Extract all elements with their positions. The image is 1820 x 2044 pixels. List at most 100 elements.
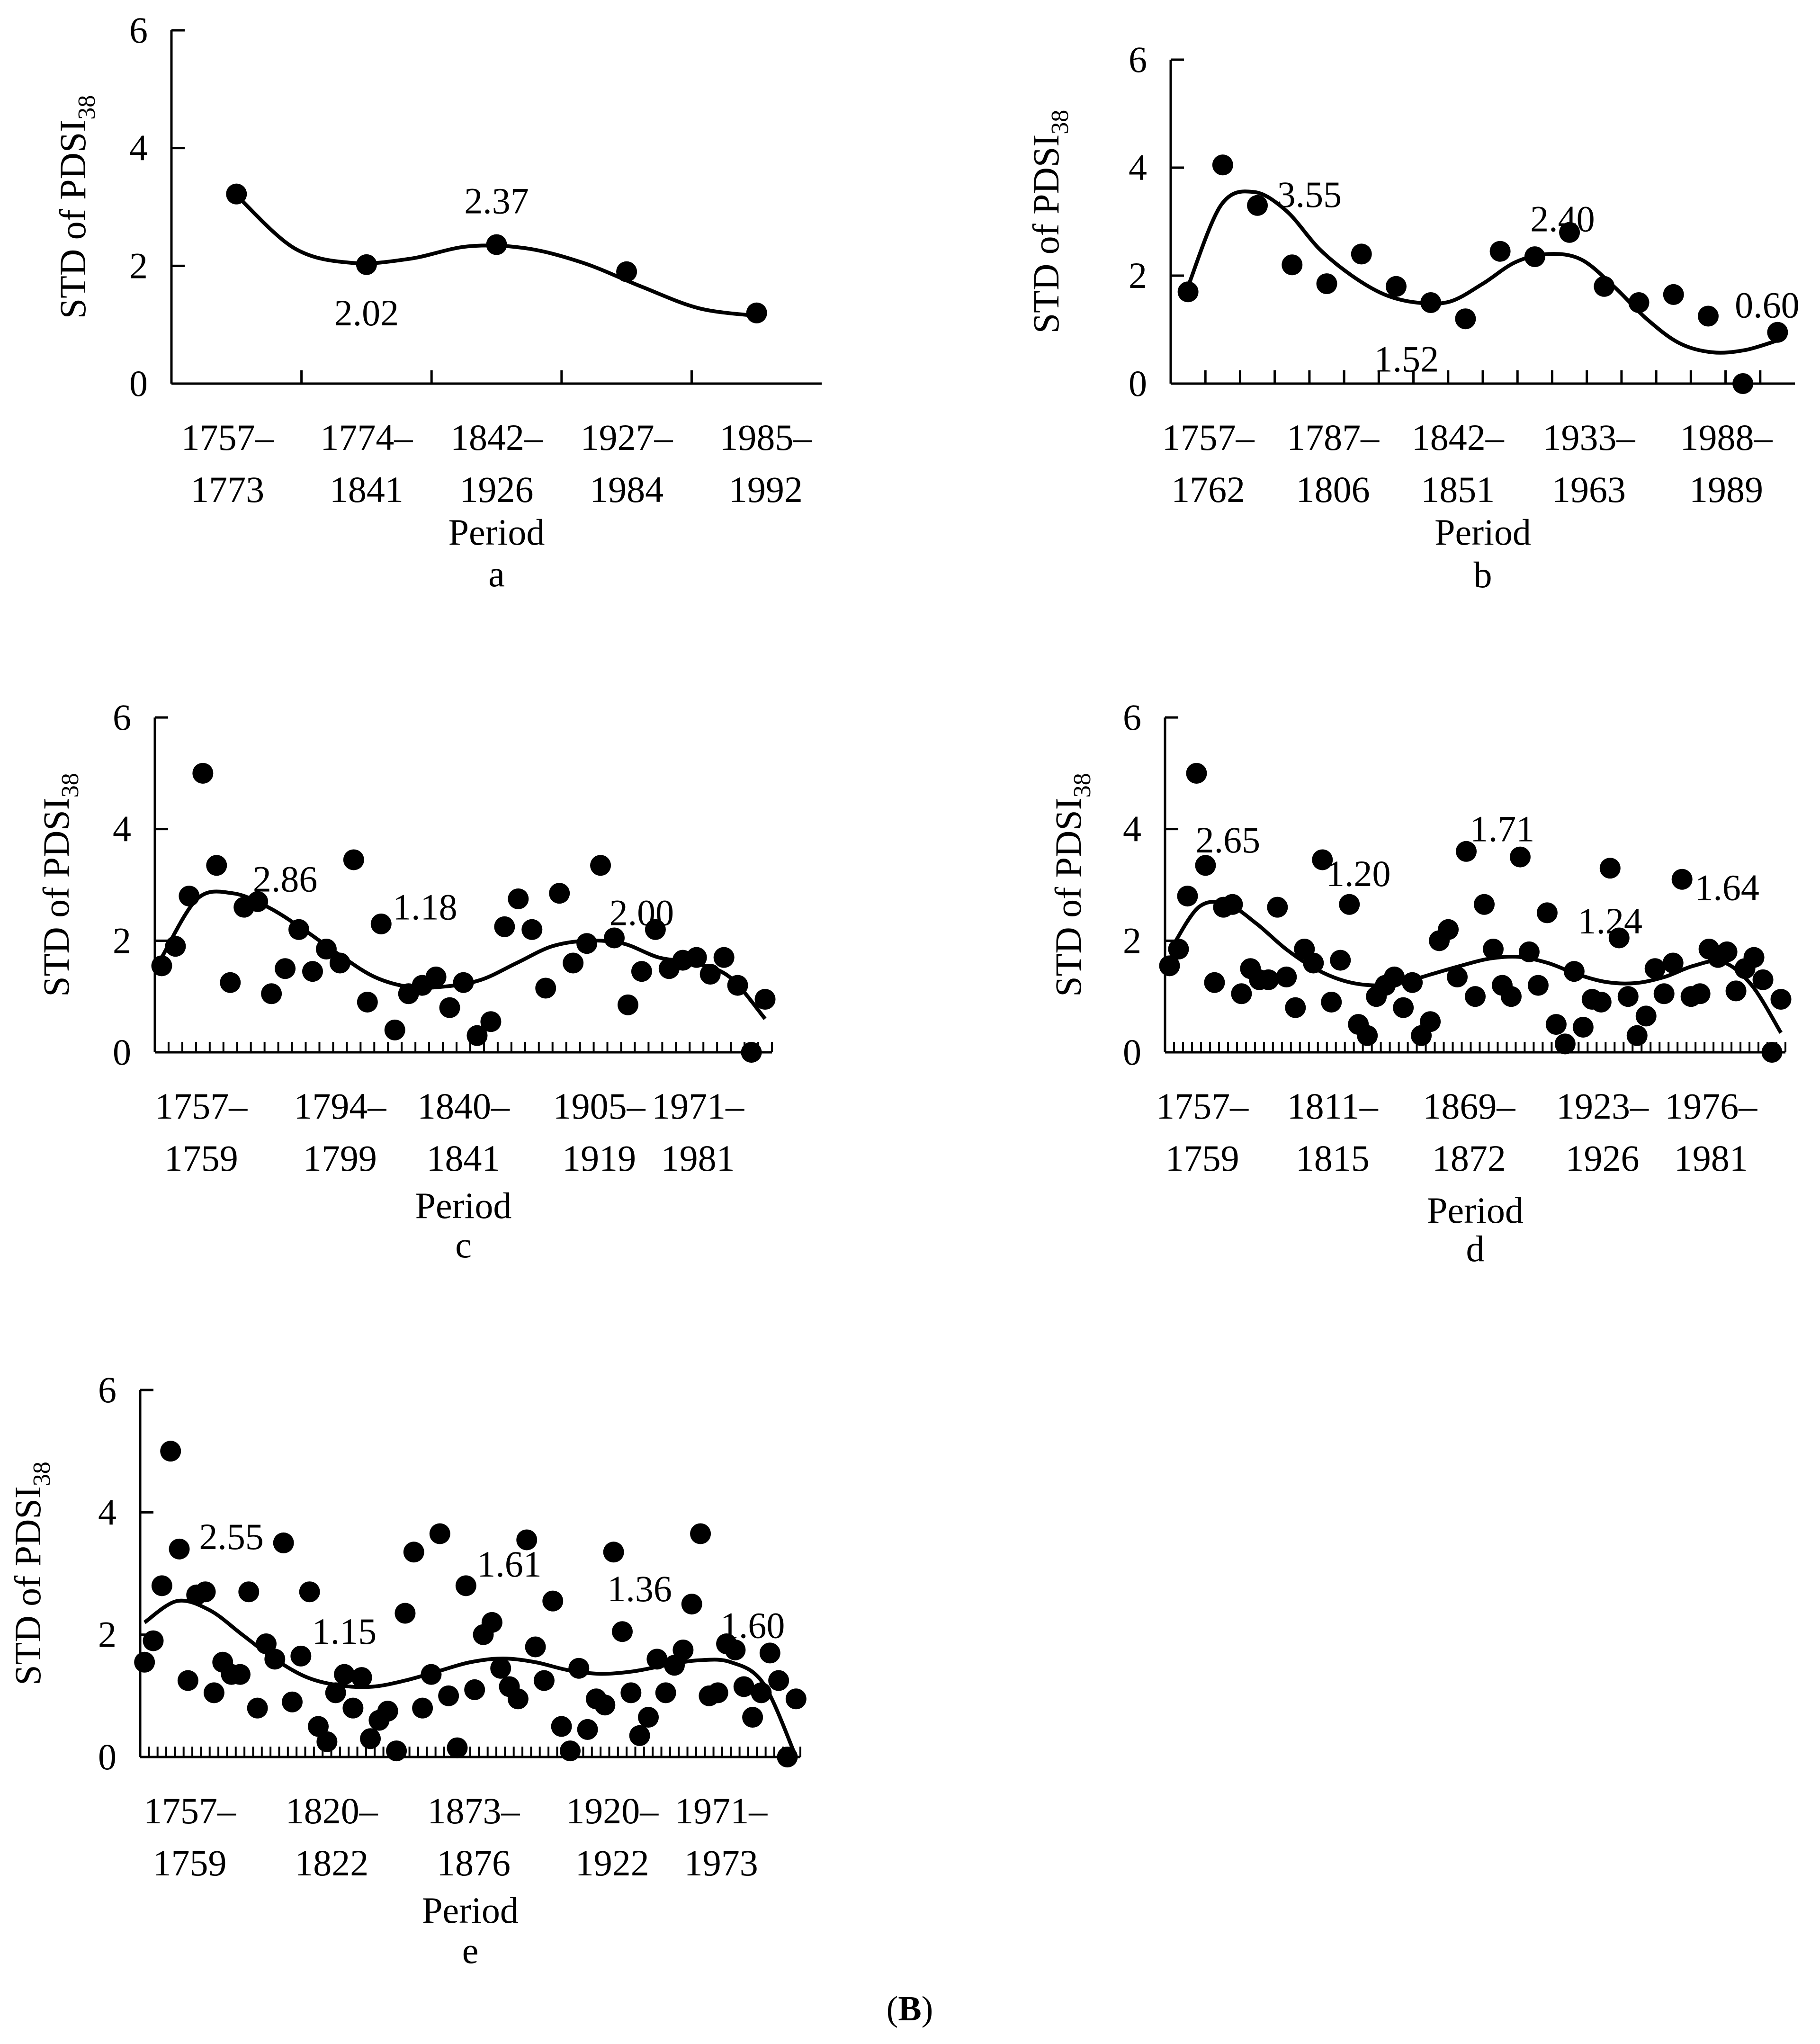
data-point	[1489, 241, 1511, 262]
y-tick-label: 6	[1129, 39, 1147, 80]
panel-c: 0 2 4 6 1757– 1759 1794– 1799 1840– 1841 1905– 1919…	[36, 697, 776, 1265]
data-point	[1732, 373, 1754, 394]
data-point	[508, 888, 529, 909]
data-point	[1518, 941, 1540, 962]
x-tick-label: 1919	[562, 1138, 636, 1179]
y-tick-label: 4	[98, 1491, 117, 1533]
panel-b: 0 2 4 6 1757– 1762 1787– 1806 1842– 1851 1933– 1963…	[1025, 39, 1800, 595]
data-point	[429, 1523, 450, 1544]
data-point	[247, 1697, 268, 1719]
y-axis-title-main: STD of PDSI	[52, 120, 93, 319]
data-point	[453, 972, 474, 993]
data-point	[403, 1542, 424, 1563]
panel-label: c	[455, 1224, 472, 1265]
data-point	[343, 849, 364, 870]
x-axis-title: Period	[1434, 511, 1531, 553]
data-point	[1420, 292, 1442, 313]
data-point	[1177, 281, 1199, 303]
data-point	[255, 1633, 277, 1655]
data-point	[1594, 276, 1615, 297]
data-point	[425, 966, 447, 987]
data-point	[1177, 886, 1198, 907]
data-point	[1697, 305, 1719, 327]
data-point	[315, 939, 337, 960]
data-point	[316, 1731, 338, 1752]
data-point	[1662, 952, 1684, 974]
data-point	[229, 1664, 251, 1685]
data-point	[576, 933, 598, 954]
y-axis-title-subscript: 38	[28, 1461, 55, 1486]
data-point	[1204, 972, 1225, 993]
data-point	[1212, 154, 1233, 176]
data-point	[165, 936, 186, 957]
data-point	[1545, 1014, 1567, 1035]
x-tick-label: 1757–	[143, 1790, 236, 1831]
data-point	[421, 1664, 442, 1685]
y-tick-label: 6	[129, 9, 148, 51]
data-point	[1559, 222, 1580, 243]
annotation-label: 2.02	[334, 292, 399, 333]
data-point	[261, 983, 282, 1004]
data-point	[1509, 846, 1531, 868]
y-tick-label: 6	[98, 1369, 117, 1410]
caption-close-paren: )	[921, 1990, 933, 2028]
annotation-label: 1.20	[1326, 853, 1391, 894]
data-point	[1222, 894, 1243, 915]
data-point	[1626, 1025, 1648, 1046]
data-point	[1743, 947, 1765, 968]
data-point	[1628, 292, 1650, 313]
y-tick-label: 0	[129, 363, 148, 404]
x-tick-label: 1872	[1432, 1138, 1506, 1179]
data-point	[151, 955, 172, 977]
annotation-label: 2.00	[610, 892, 674, 933]
data-point	[1725, 980, 1747, 1002]
data-point	[1716, 941, 1738, 962]
x-tick-label: 1806	[1296, 469, 1370, 510]
data-point	[559, 1740, 581, 1762]
data-point	[1653, 983, 1675, 1004]
panel-label: b	[1474, 554, 1492, 595]
data-point	[1536, 902, 1558, 923]
x-tick-label: 1787–	[1287, 417, 1380, 458]
panel-label: a	[488, 553, 505, 594]
data-point	[785, 1688, 807, 1710]
x-tick-label: 1820–	[286, 1790, 378, 1831]
annotation-label: 2.37	[464, 180, 529, 222]
y-axis-title: STD of PDSI38	[1048, 773, 1096, 996]
data-point	[455, 1575, 476, 1596]
annotation-label: 1.60	[720, 1605, 785, 1646]
data-point	[577, 1719, 598, 1740]
data-point	[1761, 1042, 1783, 1063]
data-point	[1465, 986, 1486, 1007]
data-point	[220, 972, 241, 993]
x-axis-title: Period	[1427, 1190, 1524, 1231]
data-point	[329, 952, 350, 974]
data-point	[308, 1716, 329, 1737]
x-tick-label: 1905–	[553, 1085, 646, 1127]
data-point	[1447, 966, 1468, 987]
data-point	[563, 952, 584, 974]
data-point	[1590, 991, 1612, 1013]
data-point	[777, 1747, 798, 1767]
x-tick-label: 1963	[1552, 469, 1626, 510]
data-point	[325, 1682, 346, 1703]
y-tick-label: 2	[1123, 920, 1141, 961]
data-point	[604, 927, 625, 949]
data-point	[645, 919, 666, 940]
data-point	[195, 1581, 216, 1603]
data-point	[631, 961, 652, 982]
x-tick-label: 1811–	[1287, 1085, 1379, 1127]
trend-curve	[143, 1598, 798, 1758]
data-point	[1482, 939, 1504, 960]
data-point	[516, 1529, 538, 1551]
data-point	[1321, 991, 1342, 1013]
x-tick-label: 1815	[1296, 1138, 1370, 1179]
y-tick-label: 2	[98, 1614, 117, 1655]
x-tick-label: 1842–	[1412, 417, 1505, 458]
data-point	[299, 1581, 320, 1603]
data-point	[507, 1688, 529, 1710]
panel-d: 0 2 4 6 1757– 1759 1811– 1815 1869– 1872 1923– 1926…	[1048, 697, 1792, 1269]
y-axis-title-subscript: 38	[1069, 773, 1096, 798]
y-tick-label: 4	[1123, 808, 1141, 850]
data-point	[264, 1649, 286, 1670]
